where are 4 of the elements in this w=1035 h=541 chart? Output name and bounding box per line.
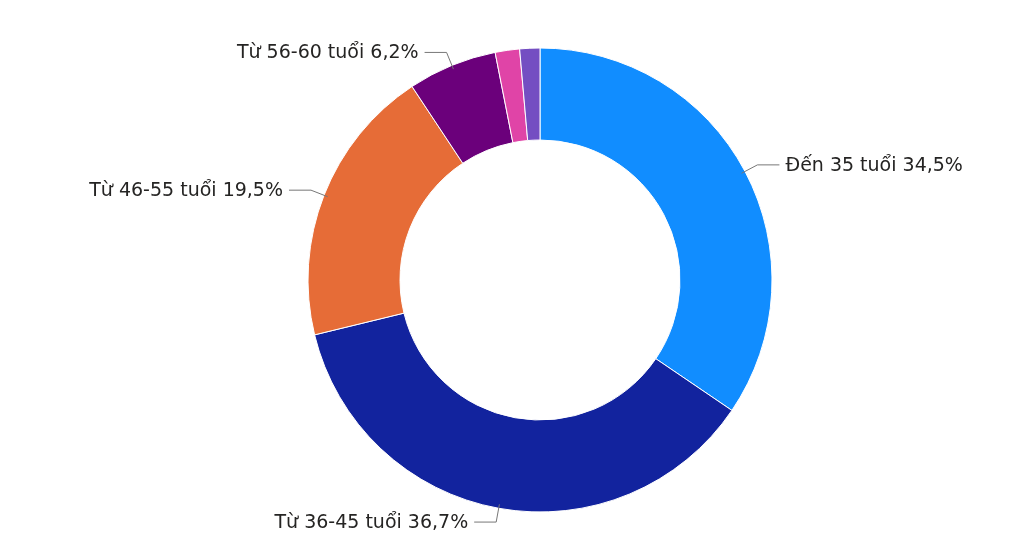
- slice-label: Từ 36-45 tuổi 36,7%: [273, 510, 469, 533]
- slice-label: Từ 56-60 tuổi 6,2%: [235, 40, 419, 63]
- slice-label: Đến 35 tuổi 34,5%: [785, 152, 963, 175]
- slice-label: Từ 46-55 tuổi 19,5%: [88, 178, 283, 201]
